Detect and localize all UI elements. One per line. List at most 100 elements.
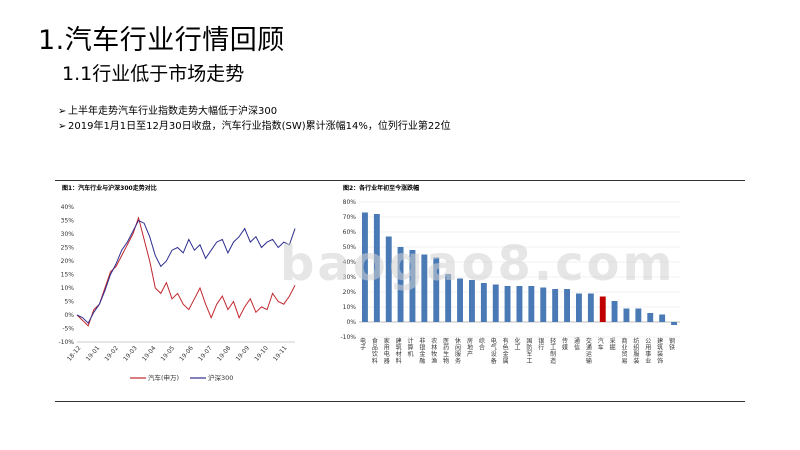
category-label-char: 备 [491, 357, 497, 365]
arrow-bullet-icon: ➢ [58, 106, 67, 117]
bar-休闲服务 [457, 278, 463, 322]
legend-label: 沪深300 [208, 373, 233, 382]
category-label-char: 物 [443, 357, 449, 365]
category-label-char: 装 [657, 350, 663, 358]
category-label-char: 子 [360, 345, 366, 352]
category-label-char: 行 [538, 344, 544, 352]
category-label-char: 用 [645, 345, 651, 352]
x-tick-label: 19-05 [160, 345, 177, 363]
category-label-char: 化 [514, 337, 520, 345]
bar-医药生物 [445, 274, 452, 322]
category-label: 化工 [514, 337, 520, 352]
bullet-item: ➢ 上半年走势汽车行业指数走势大幅低于沪深300 [58, 104, 451, 119]
bar-电气设备 [492, 284, 499, 322]
arrow-bullet-icon: ➢ [58, 121, 67, 132]
category-label: 汽车 [598, 337, 604, 352]
bar-国防军工 [528, 286, 535, 322]
x-tick-label: 19-03 [122, 345, 139, 363]
category-label-char: 算 [407, 344, 413, 352]
bottom-divider [55, 401, 745, 402]
y-tick-label: 20% [343, 289, 357, 296]
category-label-char: 商 [621, 337, 627, 345]
y-tick-label: 30% [343, 274, 357, 281]
category-label-char: 家 [384, 337, 390, 345]
category-label: 电子 [360, 337, 366, 352]
top-divider [55, 180, 745, 181]
bar-农林牧渔 [433, 257, 440, 322]
category-label-char: 电 [491, 337, 497, 345]
bar-chart-title: 图2：各行业年初至今涨跌幅 [343, 185, 420, 192]
bar-建筑装饰 [659, 314, 666, 322]
y-tick-label: 20% [61, 258, 75, 265]
category-label-char: 属 [503, 358, 509, 365]
category-label-char: 业 [621, 344, 627, 352]
category-label-char: 服 [455, 351, 461, 358]
bar-轻工制造 [552, 289, 559, 322]
bar-传媒 [564, 289, 570, 322]
category-label-char: 装 [633, 357, 639, 365]
category-label-char: 纺 [633, 337, 639, 345]
x-tick-label: 19-07 [197, 345, 214, 363]
category-label-char: 信 [574, 344, 580, 352]
category-label-char: 地 [467, 344, 473, 352]
category-label-char: 务 [455, 357, 461, 365]
category-label-char: 采 [610, 337, 616, 345]
category-label-char: 料 [372, 357, 378, 365]
x-tick-label: 19-06 [178, 345, 195, 363]
bar-汽车 [599, 296, 606, 322]
category-label: 综合 [479, 337, 485, 352]
category-label-char: 铁 [669, 344, 675, 352]
bar-房地产 [469, 280, 475, 322]
category-label: 通信 [574, 337, 580, 352]
x-tick-label: 19-01 [85, 345, 102, 363]
category-label-char: 防 [526, 344, 532, 352]
bar-电子 [362, 212, 368, 322]
category-label-char: 色 [503, 344, 509, 352]
x-tick-label: 19-02 [103, 345, 120, 363]
category-label-char: 易 [621, 358, 627, 365]
category-label-char: 运 [586, 350, 592, 358]
category-label-char: 制 [550, 350, 556, 358]
category-label: 房地产 [467, 337, 473, 358]
category-label-char: 建 [396, 337, 402, 345]
category-label: 钢铁 [669, 337, 675, 352]
y-tick-label: 0% [64, 312, 74, 319]
bar-采掘 [611, 301, 618, 322]
y-tick-label: 40% [343, 259, 357, 266]
bar-计算机 [409, 250, 416, 322]
line-chart: 40%35%30%25%20%15%10%5%0%-5%-10%18-12 19-… [58, 204, 296, 382]
x-tick-label: 19-08 [216, 345, 233, 363]
bullet-text: 2019年1月1日至12月30日收盘，汽车行业指数(SW)累计涨幅14%，位列行… [68, 121, 451, 132]
category-label-char: 传 [562, 337, 568, 345]
y-tick-label: 40% [61, 204, 75, 211]
category-label-char: 林 [431, 344, 437, 352]
bar-食品饮料 [373, 214, 380, 322]
bar-交通运输 [587, 293, 594, 322]
category-label-char: 金 [503, 350, 509, 358]
category-label-char: 车 [598, 344, 604, 352]
category-label-char: 汽 [598, 337, 604, 345]
category-label-char: 房 [467, 337, 473, 345]
bar-商业贸易 [623, 308, 630, 322]
y-tick-label: 70% [343, 214, 357, 221]
bar-纺织服装 [635, 308, 642, 322]
bar-建筑材料 [397, 247, 404, 322]
category-label-char: 工 [514, 345, 520, 352]
category-label-char: 电 [384, 350, 390, 358]
category-label: 采掘 [610, 337, 616, 352]
bar-钢铁 [671, 322, 677, 325]
category-label-char: 产 [467, 350, 473, 358]
category-label-char: 药 [443, 344, 449, 352]
category-label-char: 服 [633, 351, 639, 358]
category-label-char: 计 [407, 337, 413, 345]
category-label-char: 军 [526, 351, 532, 358]
category-label-char: 建 [657, 337, 663, 345]
category-label-char: 品 [372, 345, 378, 352]
